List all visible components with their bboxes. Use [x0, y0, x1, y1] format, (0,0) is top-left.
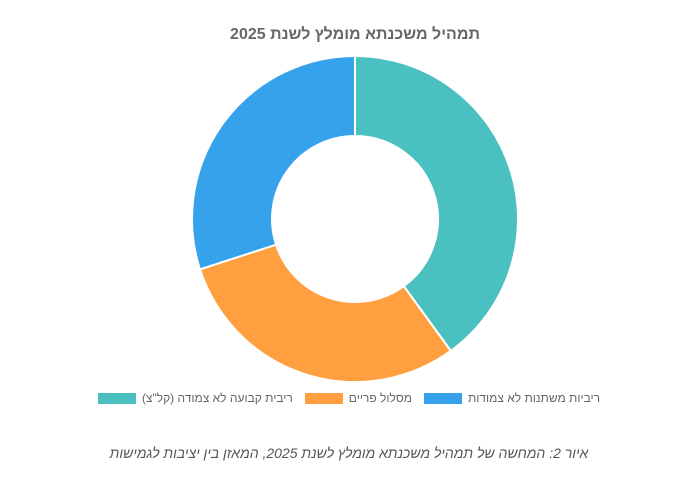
legend-swatch — [97, 392, 136, 404]
legend-label: ריביות משתנות לא צמודות — [467, 391, 601, 405]
legend: ריבית קבועה לא צמודה (קל"צ) מסלול פריים רי… — [0, 391, 698, 405]
legend-item[interactable]: ריביות משתנות לא צמודות — [423, 391, 601, 405]
donut-segment — [354, 54, 519, 353]
chart-title: תמהיל משכנתא מומלץ לשנת 2025 — [230, 25, 480, 43]
legend-item[interactable]: מסלול פריים — [304, 391, 412, 405]
donut-segment — [198, 243, 453, 383]
donut-segment — [191, 54, 356, 271]
legend-swatch — [423, 392, 462, 404]
legend-item[interactable]: ריבית קבועה לא צמודה (קל"צ) — [97, 391, 293, 405]
legend-label: מסלול פריים — [348, 391, 412, 405]
caption: איור 2: המחשה של תמהיל משכנתא מומלץ לשנת… — [109, 445, 589, 461]
legend-label: ריבית קבועה לא צמודה (קל"צ) — [141, 391, 293, 405]
legend-swatch — [304, 392, 343, 404]
